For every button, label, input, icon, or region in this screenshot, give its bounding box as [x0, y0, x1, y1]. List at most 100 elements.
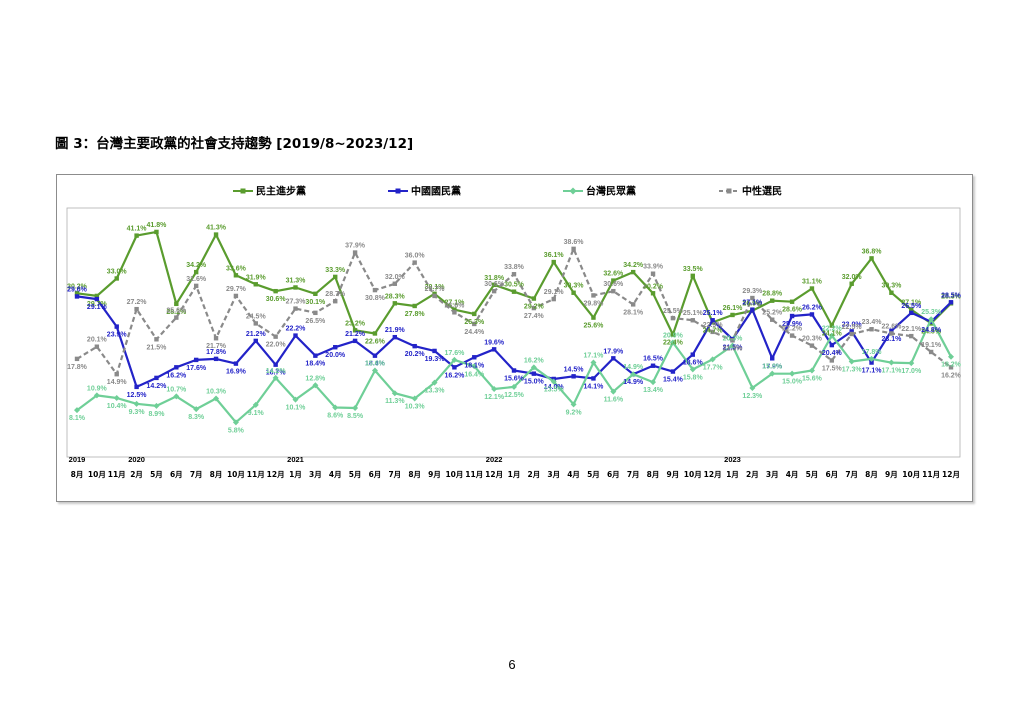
data-point: [313, 291, 318, 297]
data-point: [690, 318, 695, 323]
data-label: 5.8%: [228, 427, 245, 434]
data-point: [690, 273, 695, 279]
data-label: 10.1%: [286, 405, 307, 412]
data-label: 21.2%: [246, 331, 267, 338]
data-label: 8.6%: [327, 413, 344, 420]
data-point: [611, 356, 616, 361]
month-tick-label: 8月: [210, 470, 223, 479]
data-point: [452, 365, 457, 370]
series-lines: [74, 229, 954, 426]
data-point: [174, 365, 179, 370]
data-point: [114, 324, 119, 329]
month-tick-label: 6月: [369, 470, 382, 479]
month-tick-label: 10月: [902, 470, 920, 479]
data-label: 10.7%: [166, 386, 187, 393]
data-label: 16.7%: [266, 370, 287, 377]
data-point: [213, 336, 219, 341]
data-label: 34.2%: [623, 262, 644, 269]
data-label: 18.6%: [683, 360, 704, 367]
data-label: 17.0%: [901, 368, 922, 375]
data-point: [909, 333, 914, 339]
data-label: 24.8%: [921, 327, 942, 334]
month-tick-label: 11月: [108, 470, 126, 479]
data-point: [789, 299, 795, 304]
data-point: [948, 300, 954, 305]
data-point: [809, 343, 815, 348]
data-point: [371, 367, 378, 374]
data-label: 22.0%: [266, 342, 287, 349]
data-point: [948, 353, 954, 360]
data-label: 24.5%: [921, 328, 942, 335]
data-label: 12.3%: [742, 393, 763, 400]
month-tick-label: 11月: [247, 470, 265, 479]
data-point: [74, 356, 80, 362]
data-label: 28.3%: [385, 293, 406, 300]
data-point: [352, 405, 359, 412]
data-label: 23.1%: [881, 336, 902, 343]
data-point: [452, 307, 457, 312]
data-point: [313, 310, 318, 316]
data-label: 27.4%: [524, 313, 545, 320]
data-point: [154, 375, 159, 381]
month-tick-label: 12月: [704, 470, 722, 479]
month-tick-label: 12月: [942, 470, 960, 479]
data-label: 28.3%: [941, 293, 962, 300]
data-point: [829, 323, 835, 328]
data-point: [392, 301, 398, 306]
data-label: 21.7%: [206, 343, 227, 350]
data-label: 22.1%: [901, 326, 922, 333]
data-point: [730, 312, 735, 318]
month-tick-label: 8月: [647, 470, 660, 479]
month-tick-label: 4月: [786, 470, 799, 479]
data-label: 14.9%: [107, 379, 128, 386]
data-label: 20.4%: [822, 350, 843, 357]
data-label: 34.2%: [186, 262, 207, 269]
month-tick-label: 8月: [71, 470, 84, 479]
data-point: [829, 358, 835, 363]
data-label: 14.9%: [623, 379, 644, 386]
data-label: 15.0%: [782, 379, 803, 386]
data-label: 9.3%: [129, 409, 146, 416]
data-point: [432, 348, 437, 354]
data-label: 20.1%: [87, 337, 108, 344]
data-point: [154, 229, 159, 235]
data-point: [134, 233, 139, 238]
data-label: 32.0%: [842, 274, 863, 281]
data-label: 24.7%: [703, 327, 724, 334]
data-label: 29.7%: [87, 301, 108, 308]
data-label: 15.6%: [802, 375, 823, 382]
data-label: 25.1%: [683, 310, 704, 317]
data-label: 13.3%: [425, 388, 446, 395]
data-point: [689, 366, 696, 373]
month-tick-label: 12月: [485, 470, 503, 479]
legend-label: 民主進步黨: [256, 185, 306, 198]
data-point: [133, 400, 140, 407]
data-label: 30.1%: [305, 299, 326, 306]
data-point: [630, 302, 636, 307]
data-point: [253, 321, 258, 326]
data-point: [511, 368, 517, 373]
month-tick-label: 5月: [587, 470, 600, 479]
data-point: [909, 310, 914, 316]
data-label: 22.9%: [703, 322, 724, 329]
data-point: [789, 370, 796, 377]
data-point: [273, 334, 278, 339]
month-tick-label: 4月: [329, 470, 342, 479]
data-point: [550, 378, 557, 385]
data-label: 17.1%: [584, 353, 605, 360]
data-label: 26.9%: [742, 301, 763, 308]
data-label: 24.4%: [464, 329, 485, 336]
data-label: 30.6%: [266, 296, 287, 303]
data-label: 16.2%: [524, 357, 545, 364]
data-point: [233, 293, 239, 299]
data-label: 20.2%: [405, 351, 426, 358]
data-label: 8.9%: [148, 411, 165, 418]
data-point: [730, 338, 735, 343]
data-point: [471, 363, 478, 370]
data-point: [233, 361, 239, 366]
data-label: 12.8%: [305, 375, 326, 382]
year-label: 2023: [724, 455, 741, 464]
data-point: [193, 283, 199, 289]
data-label: 36.8%: [862, 248, 883, 255]
data-point: [253, 338, 258, 344]
